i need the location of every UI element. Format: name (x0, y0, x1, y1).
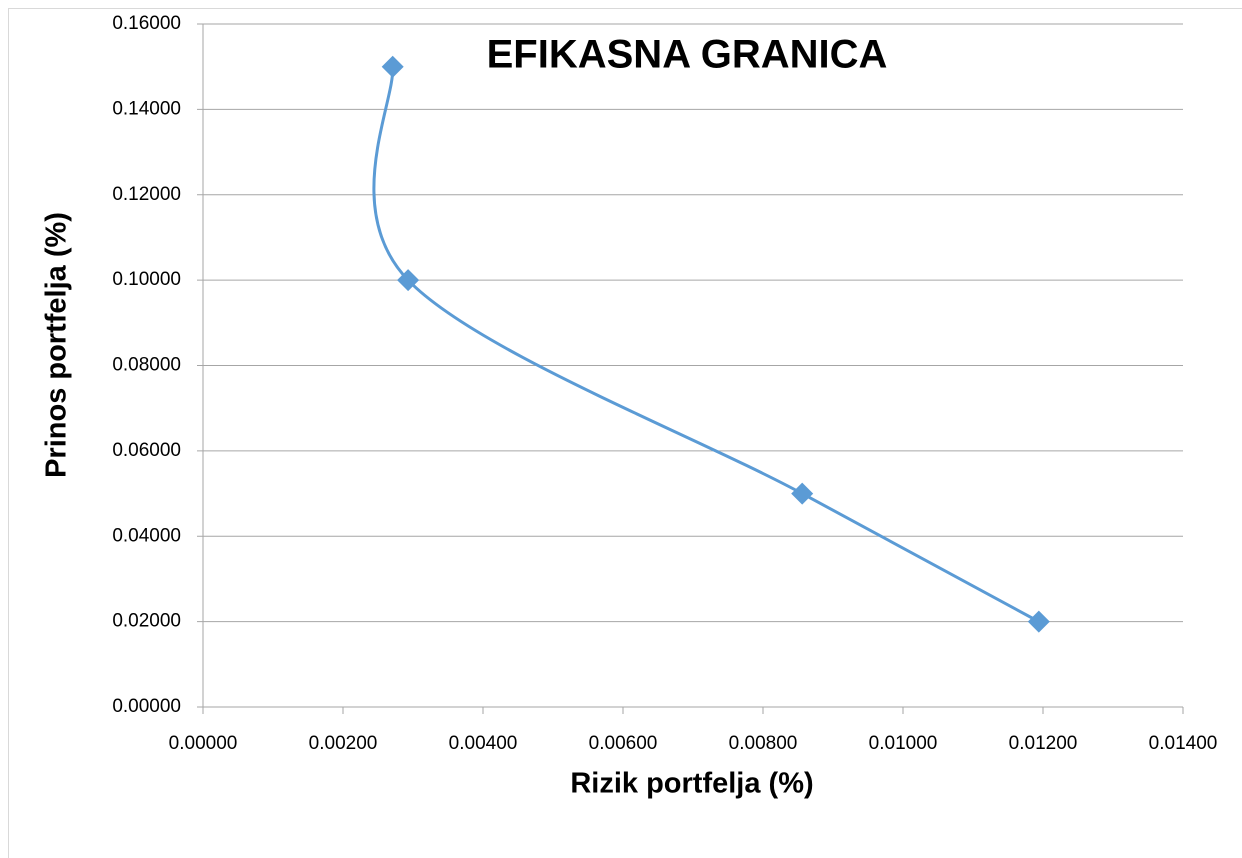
chart-title: EFIKASNA GRANICA (487, 33, 888, 77)
data-point (381, 55, 404, 78)
x-tick-label: 0.00600 (589, 733, 658, 754)
x-tick-label: 0.00400 (449, 733, 518, 754)
y-tick-label: 0.10000 (112, 269, 181, 290)
x-tick-label: 0.01000 (869, 733, 938, 754)
y-tick-label: 0.04000 (112, 525, 181, 546)
x-axis-title: Rizik portfelja (%) (570, 768, 813, 800)
y-tick-label: 0.12000 (112, 184, 181, 205)
y-tick-label: 0.02000 (112, 611, 181, 632)
y-tick-label: 0.00000 (112, 696, 181, 717)
y-tick-label: 0.16000 (112, 13, 181, 34)
x-tick-label: 0.00800 (729, 733, 798, 754)
data-point (1027, 610, 1050, 633)
y-axis-title: Prinos portfelja (%) (41, 212, 73, 478)
chart-frame (8, 8, 1242, 858)
data-point (791, 482, 814, 505)
series-line (372, 66, 1040, 623)
data-point (397, 269, 420, 292)
y-tick-label: 0.06000 (112, 440, 181, 461)
x-tick-label: 0.01400 (1149, 733, 1218, 754)
y-tick-label: 0.08000 (112, 355, 181, 376)
x-tick-label: 0.00200 (309, 733, 378, 754)
x-tick-label: 0.01200 (1009, 733, 1078, 754)
y-tick-label: 0.14000 (112, 98, 181, 119)
x-tick-label: 0.00000 (169, 733, 238, 754)
